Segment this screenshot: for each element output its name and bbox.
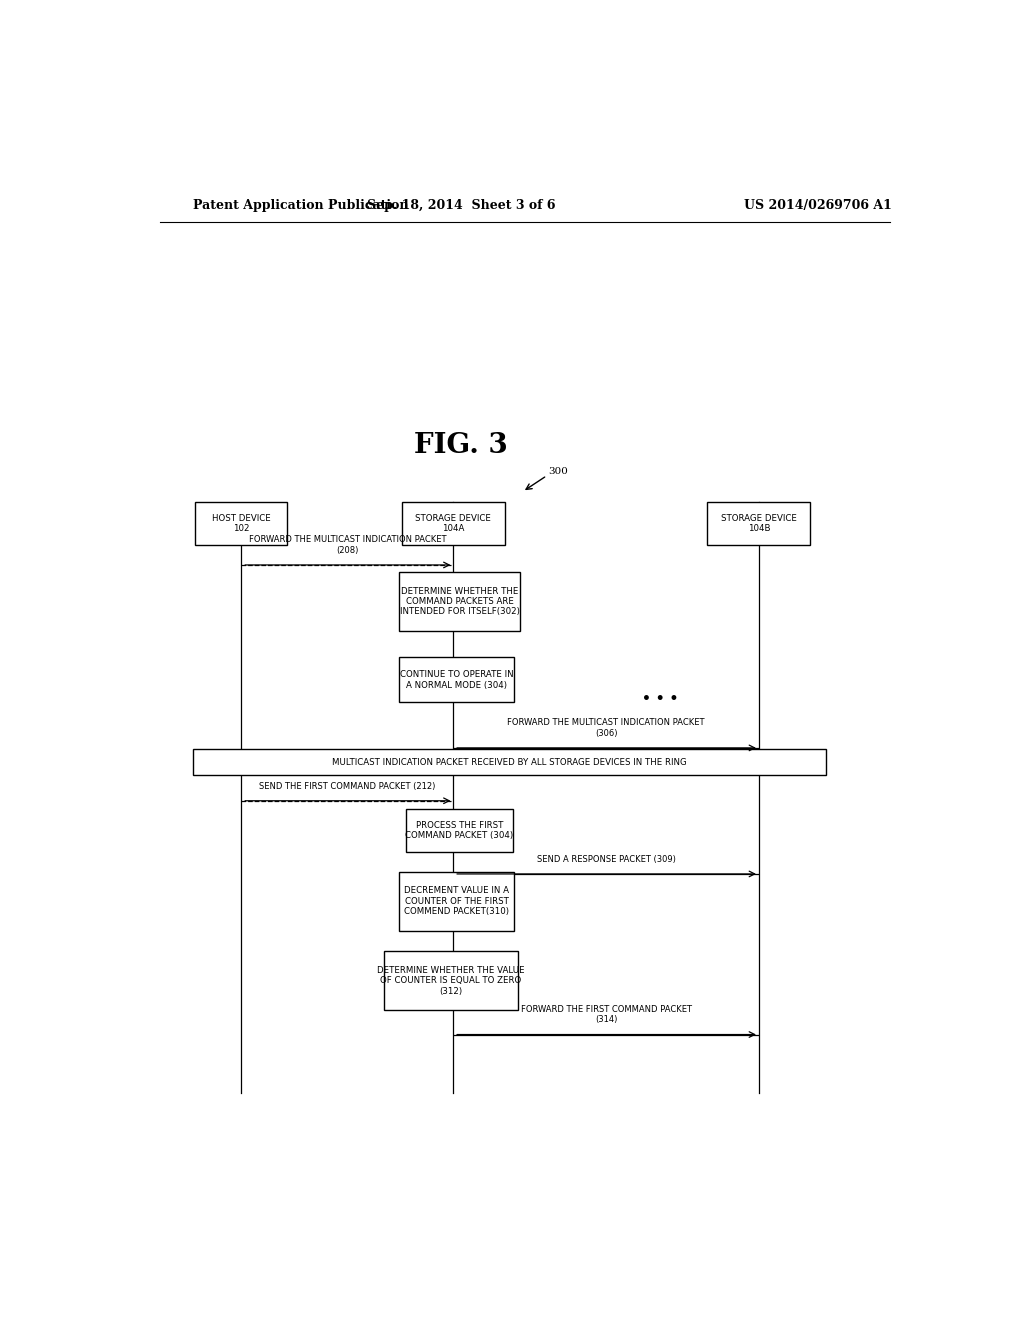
Text: Sep. 18, 2014  Sheet 3 of 6: Sep. 18, 2014 Sheet 3 of 6: [367, 198, 556, 211]
Text: FIG. 3: FIG. 3: [415, 432, 508, 458]
Text: MULTICAST INDICATION PACKET RECEIVED BY ALL STORAGE DEVICES IN THE RING: MULTICAST INDICATION PACKET RECEIVED BY …: [333, 758, 687, 767]
Bar: [194, 748, 826, 775]
Bar: [399, 873, 514, 931]
Text: FORWARD THE FIRST COMMAND PACKET
(314): FORWARD THE FIRST COMMAND PACKET (314): [520, 1005, 691, 1024]
Text: DETERMINE WHETHER THE VALUE
OF COUNTER IS EQUAL TO ZERO
(312): DETERMINE WHETHER THE VALUE OF COUNTER I…: [377, 966, 525, 995]
Text: HOST DEVICE
102: HOST DEVICE 102: [212, 513, 270, 533]
Text: SEND A RESPONSE PACKET (309): SEND A RESPONSE PACKET (309): [537, 855, 676, 863]
Bar: [399, 657, 514, 702]
Bar: [406, 809, 513, 851]
Text: PROCESS THE FIRST
COMMAND PACKET (304): PROCESS THE FIRST COMMAND PACKET (304): [406, 821, 513, 840]
Text: STORAGE DEVICE
104A: STORAGE DEVICE 104A: [416, 513, 492, 533]
Text: Patent Application Publication: Patent Application Publication: [194, 198, 409, 211]
Text: 300: 300: [549, 467, 568, 477]
Text: DETERMINE WHETHER THE
COMMAND PACKETS ARE
INTENDED FOR ITSELF(302): DETERMINE WHETHER THE COMMAND PACKETS AR…: [399, 586, 519, 616]
Bar: [384, 952, 518, 1010]
Bar: [708, 502, 811, 545]
Text: FORWARD THE MULTICAST INDICATION PACKET
(208): FORWARD THE MULTICAST INDICATION PACKET …: [249, 536, 446, 554]
Text: STORAGE DEVICE
104B: STORAGE DEVICE 104B: [721, 513, 797, 533]
Bar: [399, 572, 520, 631]
Text: • • •: • • •: [641, 692, 678, 706]
Bar: [196, 502, 287, 545]
Text: CONTINUE TO OPERATE IN
A NORMAL MODE (304): CONTINUE TO OPERATE IN A NORMAL MODE (30…: [400, 671, 514, 689]
Text: US 2014/0269706 A1: US 2014/0269706 A1: [744, 198, 892, 211]
Text: SEND THE FIRST COMMAND PACKET (212): SEND THE FIRST COMMAND PACKET (212): [259, 781, 435, 791]
Text: FORWARD THE MULTICAST INDICATION PACKET
(306): FORWARD THE MULTICAST INDICATION PACKET …: [508, 718, 705, 738]
Text: DECREMENT VALUE IN A
COUNTER OF THE FIRST
COMMEND PACKET(310): DECREMENT VALUE IN A COUNTER OF THE FIRS…: [404, 887, 510, 916]
Bar: [401, 502, 505, 545]
